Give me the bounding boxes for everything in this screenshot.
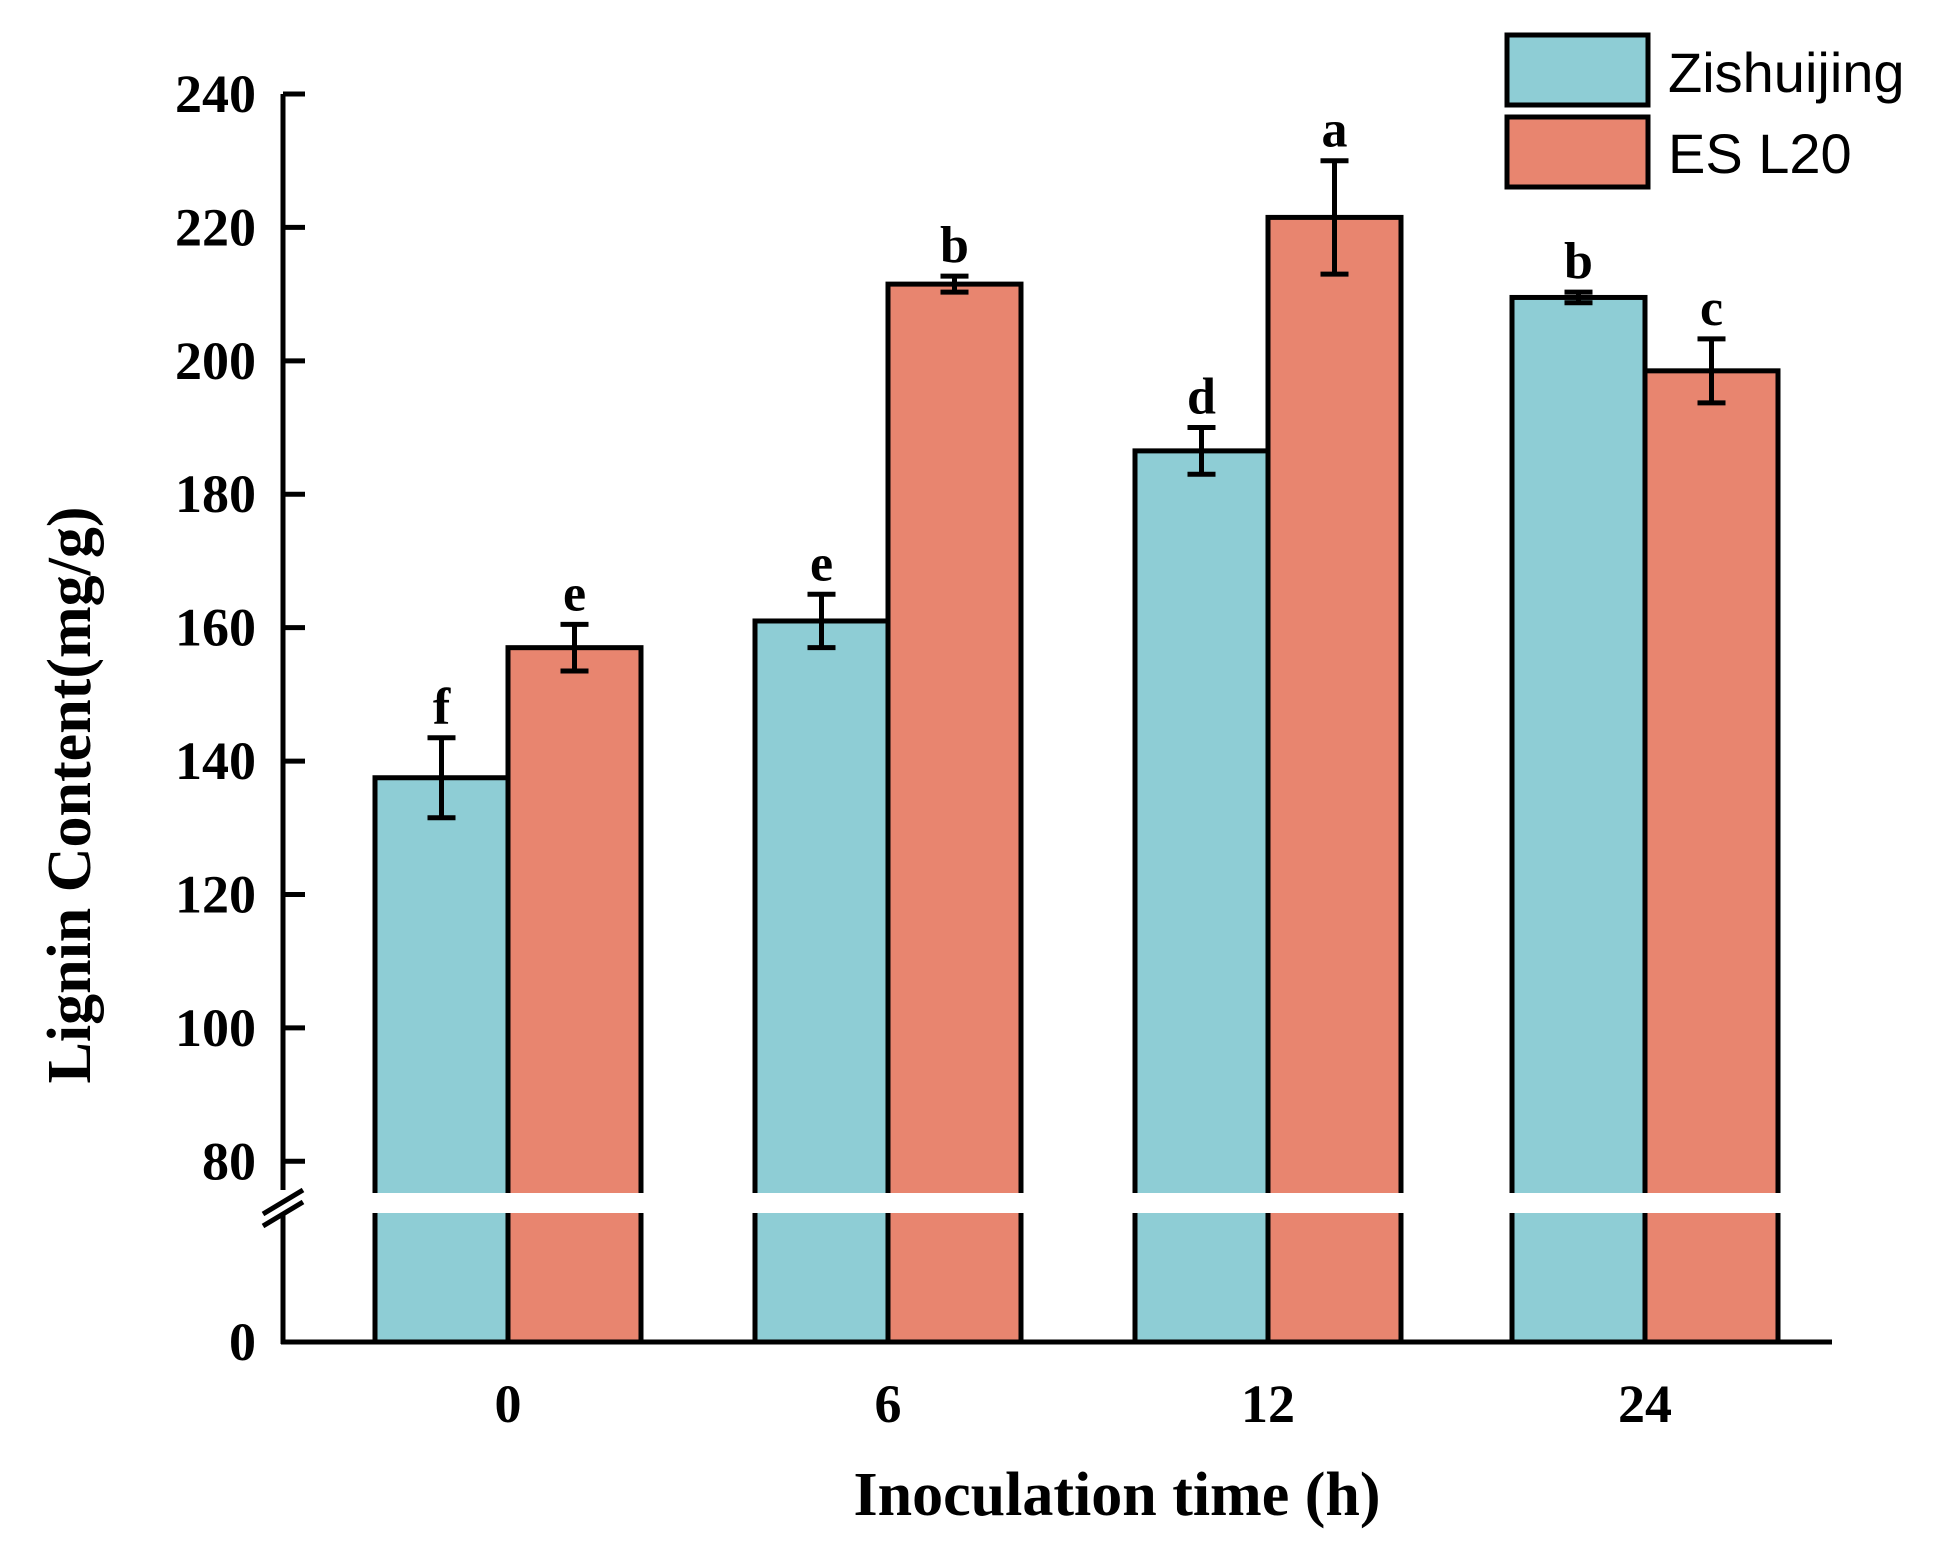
significance-label-es-l20-24: c xyxy=(1700,280,1723,337)
axes-layer xyxy=(261,91,1832,1345)
bar-es-l20-6 xyxy=(885,281,1024,1345)
significance-label-zishuijing-0: f xyxy=(433,679,451,736)
y-tick-label-200: 200 xyxy=(175,331,256,391)
y-tick-label-80: 80 xyxy=(202,1131,256,1191)
y-axis-break-mark-2 xyxy=(261,1199,305,1229)
y-tick-label-220: 220 xyxy=(175,197,256,257)
legend: Zishuijing ES L20 xyxy=(1504,32,1905,190)
significance-label-zishuijing-24: b xyxy=(1564,233,1593,290)
bar-zishuijing-0 xyxy=(372,775,511,1345)
error-bars-layer xyxy=(427,158,1726,821)
significance-label-es-l20-12: a xyxy=(1322,102,1348,159)
significance-label-es-l20-0: e xyxy=(563,565,586,622)
y-tick-label-120: 120 xyxy=(175,864,256,924)
bar-zishuijing-24 xyxy=(1509,294,1648,1345)
x-tick-label-12: 12 xyxy=(1241,1374,1295,1434)
y-axis-break-mark-1 xyxy=(261,1187,305,1217)
axis-break-gap xyxy=(340,1193,1820,1213)
bar-es-l20-12 xyxy=(1265,214,1404,1345)
bars-layer xyxy=(372,214,1781,1345)
legend-label-zishuijing: Zishuijing xyxy=(1668,41,1905,104)
y-axis-title: Lignin Content(mg/g) xyxy=(36,507,104,1084)
y-tick-label-240: 240 xyxy=(175,64,256,124)
legend-swatch-zishuijing xyxy=(1504,32,1651,108)
y-tick-label-180: 180 xyxy=(175,464,256,524)
legend-label-es-l20: ES L20 xyxy=(1668,122,1852,185)
axis-break-band xyxy=(340,1193,1820,1213)
significance-label-zishuijing-12: d xyxy=(1187,369,1216,426)
x-tick-label-6: 6 xyxy=(875,1374,902,1434)
y-tick-label-140: 140 xyxy=(175,731,256,791)
legend-swatch-es-l20 xyxy=(1504,114,1651,190)
x-tick-label-24: 24 xyxy=(1618,1374,1672,1434)
bar-es-l20-0 xyxy=(505,645,644,1345)
x-axis-title: Inoculation time (h) xyxy=(854,1461,1381,1529)
y-tick-label-160: 160 xyxy=(175,598,256,658)
bar-zishuijing-6 xyxy=(752,618,891,1345)
bar-es-l20-24 xyxy=(1642,368,1781,1345)
significance-label-es-l20-6: b xyxy=(940,217,969,274)
labels-layer: f e e b d a b c 80 100 120 140 160 180 200 220 240 0 0 6 12 2… xyxy=(175,64,1723,1434)
y-tick-label-0: 0 xyxy=(229,1312,256,1372)
x-tick-label-0: 0 xyxy=(495,1374,522,1434)
significance-label-zishuijing-6: e xyxy=(810,535,833,592)
y-tick-label-100: 100 xyxy=(175,998,256,1058)
